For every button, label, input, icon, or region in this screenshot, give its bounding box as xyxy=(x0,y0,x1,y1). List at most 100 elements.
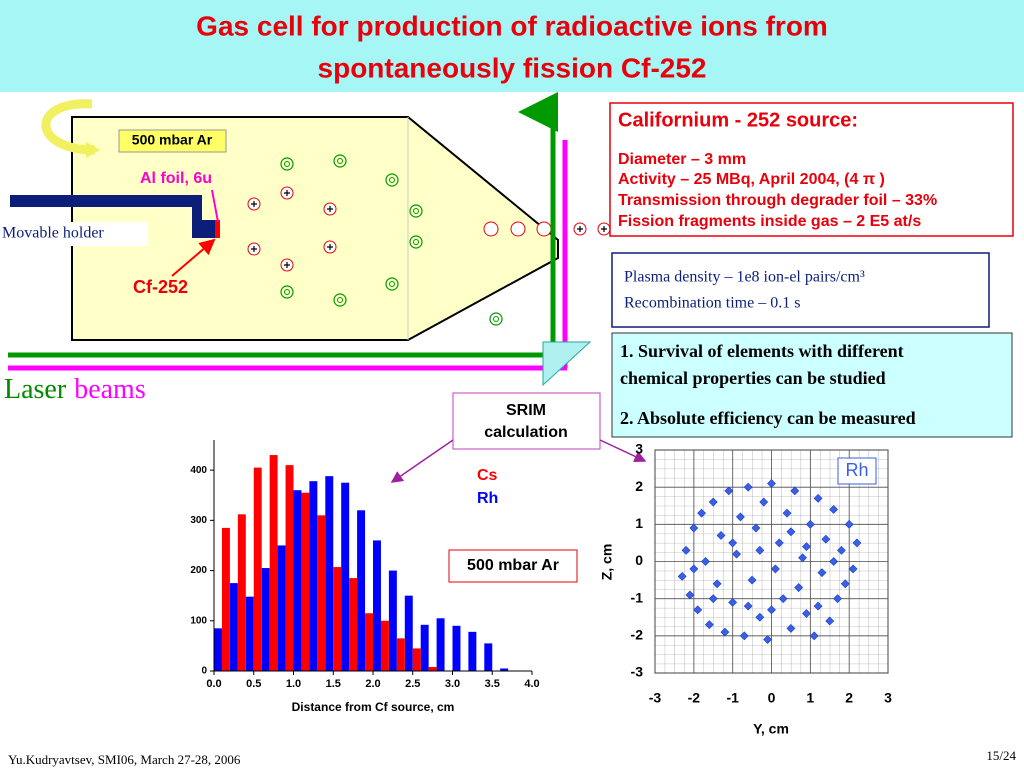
source-box-title: Californium - 252 source: xyxy=(618,109,858,131)
legend-entry: Cs xyxy=(477,467,498,484)
atom xyxy=(483,221,499,237)
point xyxy=(782,508,792,518)
particles xyxy=(247,154,611,326)
bar xyxy=(214,628,222,671)
source-line: Fission fragments inside gas – 2 E5 at/s xyxy=(618,213,921,230)
point xyxy=(763,635,773,644)
y-tick-label: 0 xyxy=(201,666,207,677)
srim-label: SRIM xyxy=(506,402,546,419)
electron-core xyxy=(389,177,395,183)
x-tick-label: -2 xyxy=(688,690,701,706)
x-axis-label: Y, cm xyxy=(753,721,789,737)
ion-sign xyxy=(284,262,290,268)
bar xyxy=(380,620,389,671)
point xyxy=(732,549,741,559)
bar xyxy=(317,515,326,671)
point xyxy=(836,545,846,555)
electron xyxy=(280,285,294,299)
title-line: spontaneously fission Cf-252 xyxy=(318,52,707,83)
bar xyxy=(229,583,238,671)
ion-sign xyxy=(327,244,333,250)
srim-arrow xyxy=(390,439,454,483)
bar xyxy=(412,648,421,671)
point xyxy=(677,571,687,581)
bar xyxy=(428,666,437,671)
legend-entry: Rh xyxy=(477,490,498,507)
electron xyxy=(333,154,347,168)
bar xyxy=(404,595,413,671)
point xyxy=(685,590,695,600)
point xyxy=(759,497,769,507)
point xyxy=(755,612,765,622)
electron xyxy=(489,312,503,326)
bar xyxy=(261,568,270,671)
bar xyxy=(452,625,461,671)
y-tick-label: 1 xyxy=(635,515,643,531)
point xyxy=(825,616,835,626)
srim-box xyxy=(452,392,601,450)
point xyxy=(786,527,796,537)
point xyxy=(708,497,718,507)
electron-core xyxy=(284,289,290,295)
y-tick-label: 300 xyxy=(190,515,207,526)
x-tick-label: -1 xyxy=(726,690,739,706)
source-label: Cf-252 xyxy=(133,277,188,297)
point xyxy=(802,542,811,552)
bar xyxy=(365,613,373,671)
srim-arrow xyxy=(599,439,647,462)
plasma-line: Recombination time – 0.1 s xyxy=(624,295,800,312)
plasma-box xyxy=(611,252,990,328)
point xyxy=(798,553,807,563)
laser-word: Laser xyxy=(4,374,67,405)
point xyxy=(770,564,780,574)
title-line: Gas cell for production of radioactive i… xyxy=(196,10,828,41)
x-tick-label: 0 xyxy=(768,690,776,706)
point xyxy=(736,512,745,522)
electron-core xyxy=(284,161,290,167)
point xyxy=(794,583,804,592)
annotation: 500 mbar Ar xyxy=(467,557,559,574)
beams-word: beams xyxy=(74,374,146,405)
x-tick-label: 2 xyxy=(845,690,853,706)
source-box xyxy=(609,102,1014,237)
annotation-box xyxy=(448,549,578,583)
point xyxy=(720,627,730,637)
electron-core xyxy=(493,316,499,322)
y-tick-label: -2 xyxy=(631,627,644,643)
bar xyxy=(396,638,405,671)
electron-core xyxy=(389,281,395,287)
holder xyxy=(10,195,218,238)
electron xyxy=(409,235,423,249)
y-tick-label: 200 xyxy=(190,565,207,576)
electron xyxy=(385,277,399,291)
x-tick-label: 3.5 xyxy=(485,678,500,690)
x-tick-label: 0.0 xyxy=(206,678,221,690)
bar xyxy=(237,514,246,671)
point xyxy=(817,568,827,578)
foil-pointer xyxy=(211,189,219,223)
laser-caption: Laser beams xyxy=(4,374,146,405)
point xyxy=(809,631,819,641)
point xyxy=(689,523,699,533)
point xyxy=(716,531,726,540)
source-pointer xyxy=(171,238,216,277)
pressure-label: 500 mbar Ar xyxy=(132,132,213,148)
bar xyxy=(269,455,278,671)
pressure-box xyxy=(118,129,227,153)
point xyxy=(786,623,796,633)
mirror xyxy=(542,341,592,387)
point xyxy=(790,486,800,496)
point xyxy=(755,545,765,555)
point xyxy=(774,538,784,548)
point xyxy=(743,601,753,611)
point xyxy=(778,594,788,604)
x-tick-label: 1.0 xyxy=(286,678,301,690)
plasma-line: Plasma density – 1e8 ion-el pairs/cm³ xyxy=(624,269,865,286)
point xyxy=(701,557,710,566)
bar xyxy=(468,631,477,671)
point xyxy=(813,493,823,503)
x-tick-label: 4.0 xyxy=(524,678,539,690)
ion-sign xyxy=(577,226,583,232)
